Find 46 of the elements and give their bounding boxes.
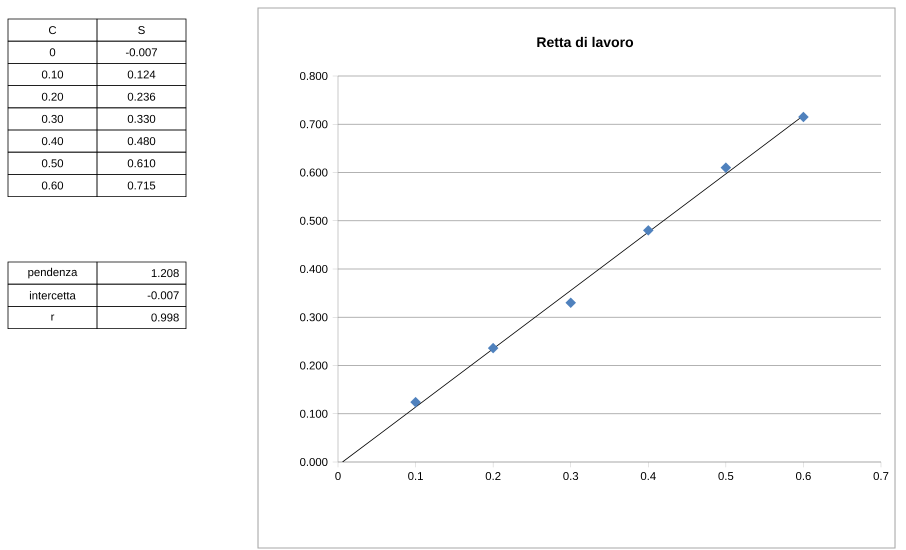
text: 0.20: [42, 92, 64, 101]
x-tick-label: 0.4: [640, 472, 656, 480]
text: 0.10: [42, 70, 64, 78]
point: [798, 112, 809, 122]
text: 0.30: [42, 114, 64, 123]
text: C: [48, 26, 56, 34]
text: 1.208: [152, 269, 179, 278]
point: [720, 162, 732, 173]
y-tick-label: 0.300: [300, 313, 328, 322]
y-tick-label: 0.600: [300, 168, 328, 177]
text: 0.40: [42, 137, 64, 146]
text: 0.715: [128, 181, 156, 190]
y-tick-label: 0.700: [300, 120, 328, 128]
text: 0.124: [128, 70, 156, 78]
point: [488, 342, 498, 354]
y-tick-label: 0.400: [300, 265, 328, 274]
text: 0.998: [151, 313, 179, 322]
text: -0.007: [148, 291, 179, 300]
text: 0.50: [42, 159, 64, 168]
x-tick-label: 0.5: [718, 472, 734, 480]
text: r: [51, 314, 54, 321]
text: 0.236: [128, 92, 156, 101]
text: 0.330: [128, 114, 156, 123]
text: 0: [50, 48, 56, 56]
text: 0.610: [128, 159, 156, 168]
text: S: [138, 26, 145, 34]
y-tick-label: 0.100: [300, 410, 328, 418]
text: pendenza: [28, 268, 78, 278]
point: [643, 225, 654, 236]
point: [566, 298, 576, 308]
y-tick-label: 0.500: [300, 216, 328, 225]
x-tick-label: 0.7: [874, 472, 888, 480]
y-tick-label: 0.800: [300, 72, 328, 80]
point: [410, 397, 421, 408]
x-tick-label: 0.3: [563, 472, 578, 480]
y-tick-label: 0.200: [300, 362, 328, 370]
y-tick-label: 0.000: [300, 458, 328, 466]
text: intercetta: [30, 291, 76, 300]
x-tick-label: 0.1: [408, 472, 423, 480]
text: 0.60: [42, 181, 64, 190]
text: -0.007: [126, 48, 157, 56]
x-tick-label: 0.6: [796, 472, 811, 480]
chart-title: Retta di lavoro: [537, 36, 634, 48]
x-tick-label: 0: [335, 472, 341, 480]
text: 0.480: [128, 137, 156, 146]
x-tick-label: 0.2: [486, 472, 500, 480]
